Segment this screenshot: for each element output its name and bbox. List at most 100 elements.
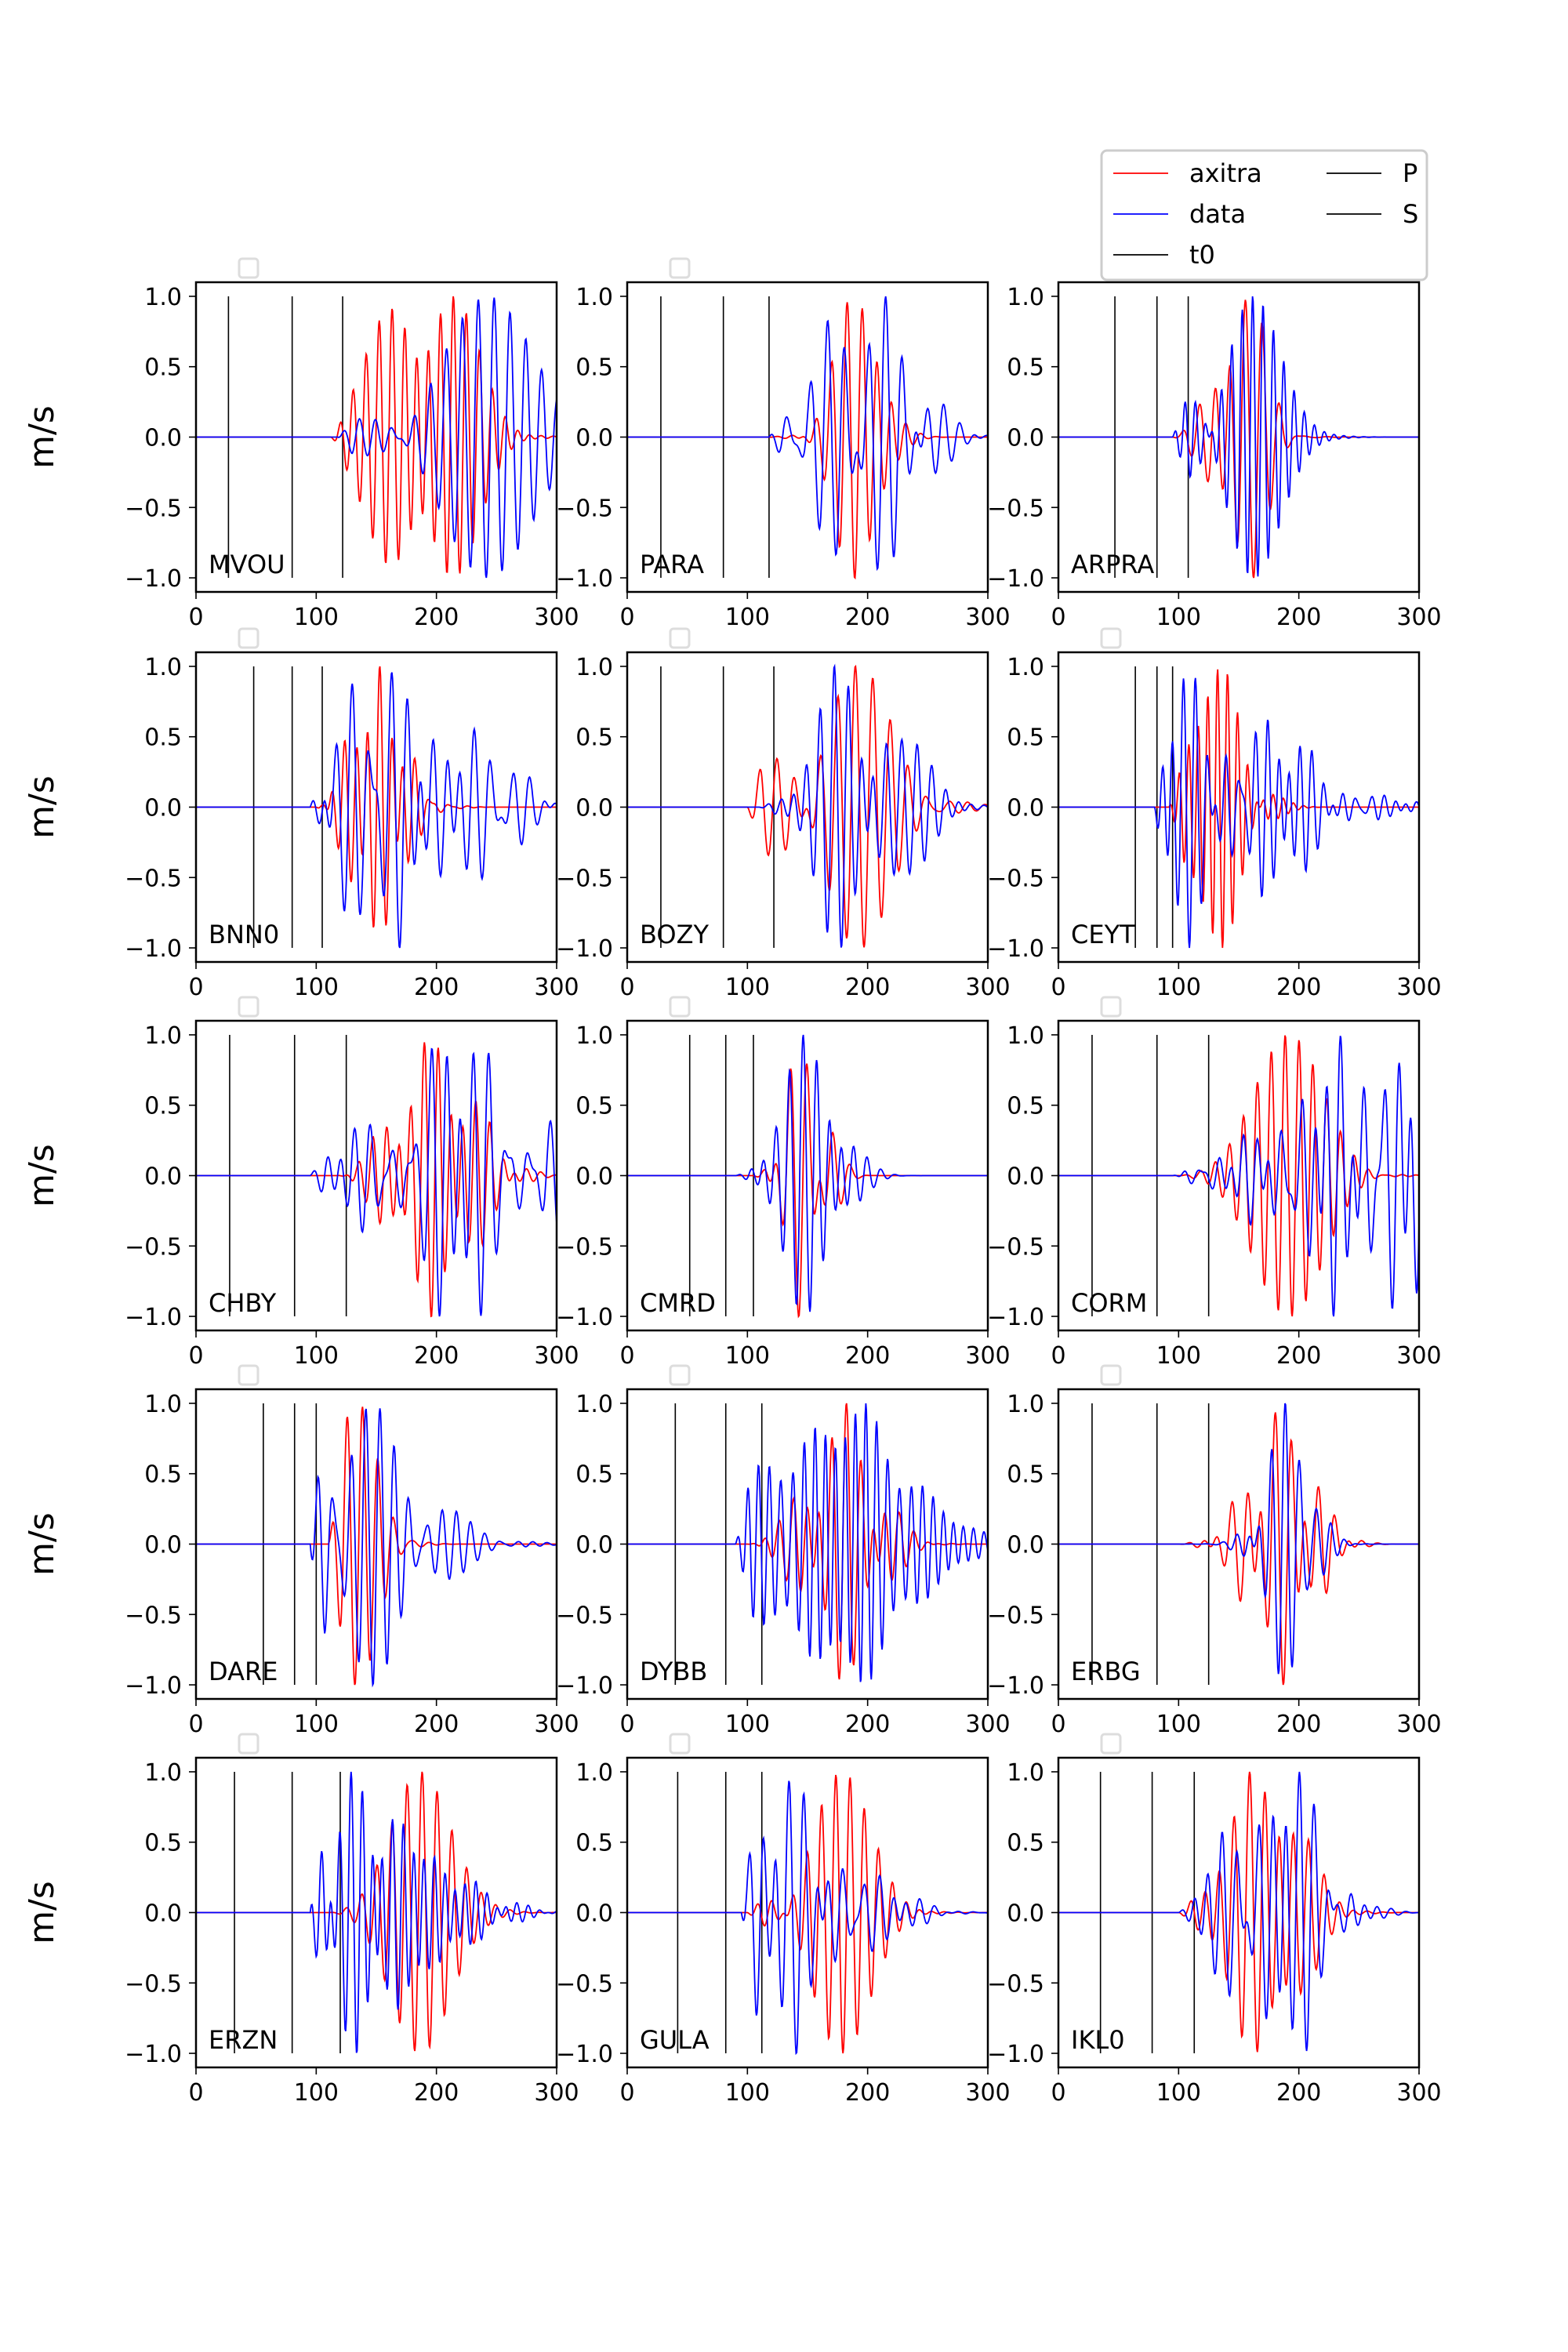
x-tick-label: 200 [1276,1711,1321,1738]
y-axis-label: m/s [22,1881,62,1944]
panel-para: 0 100 200 300 −1.0 −0.5 0.0 0.5 1.0 PARA [556,257,1011,631]
y-tick-label: −0.5 [556,495,613,522]
x-tick-label: 200 [845,2079,890,2107]
y-tick-label: −0.5 [556,1970,613,1998]
y-axis-label: m/s [22,405,62,469]
x-tick-label: 0 [619,604,634,631]
y-tick-label: 0.0 [144,425,182,452]
axitra-trace [1058,669,1419,949]
y-tick-label: 0.0 [144,1532,182,1559]
x-tick-label: 200 [1276,604,1321,631]
y-tick-label: 0.5 [575,1830,613,1857]
y-tick-label: −0.5 [125,865,182,892]
x-tick-label: 200 [845,1711,890,1738]
x-tick-label: 100 [1156,1711,1201,1738]
axitra-trace [1058,1412,1419,1686]
legend-label-t0: t0 [1189,240,1215,270]
y-axis-label: m/s [22,775,62,839]
x-tick-label: 300 [534,974,579,1001]
data-trace [1058,677,1419,949]
y-tick-label: −0.5 [987,1602,1044,1629]
panel-bozy: 0 100 200 300 −1.0 −0.5 0.0 0.5 1.0 BOZY [556,627,1011,1001]
y-tick-label: 0.5 [575,1093,613,1120]
station-label: BOZY [640,920,710,949]
empty-legend-box [669,1733,691,1755]
x-tick-label: 0 [619,2079,634,2107]
x-tick-label: 200 [414,604,459,631]
y-tick-label: −1.0 [125,1672,182,1700]
station-label: ERBG [1071,1657,1141,1686]
legend-label-p: P [1403,158,1417,188]
x-tick-label: 0 [619,1711,634,1738]
y-tick-label: −1.0 [556,1304,613,1331]
y-tick-label: −0.5 [556,1233,613,1261]
data-trace [196,1408,557,1688]
panel-corm: 0 100 200 300 −1.0 −0.5 0.0 0.5 1.0 CORM [987,996,1442,1370]
empty-legend-box [1100,996,1122,1018]
panel-bnn0: 0 100 200 300 −1.0 −0.5 0.0 0.5 1.0 BNN0 m/s [22,627,579,1001]
panel-ceyt: 0 100 200 300 −1.0 −0.5 0.0 0.5 1.0 CEYT [987,627,1442,1001]
y-tick-label: 1.0 [1007,1759,1044,1787]
empty-legend-box [669,1364,691,1386]
empty-legend-box [238,996,260,1018]
x-tick-label: 300 [965,1711,1010,1738]
y-tick-label: 0.0 [1007,425,1044,452]
data-trace [1058,1036,1419,1317]
x-tick-label: 100 [1156,974,1201,1001]
y-tick-label: 0.5 [144,1093,182,1120]
y-tick-label: −0.5 [987,1233,1044,1261]
panel-ikl0: 0 100 200 300 −1.0 −0.5 0.0 0.5 1.0 IKL0 [987,1733,1442,2107]
y-tick-label: −1.0 [125,935,182,963]
panel-dare: 0 100 200 300 −1.0 −0.5 0.0 0.5 1.0 DARE m/s [22,1364,579,1738]
x-tick-label: 300 [1396,1342,1441,1370]
station-label: BNN0 [209,920,279,949]
panel-erbg: 0 100 200 300 −1.0 −0.5 0.0 0.5 1.0 ERBG [987,1364,1442,1738]
y-tick-label: 0.0 [575,1532,613,1559]
y-tick-label: −0.5 [987,865,1044,892]
x-tick-label: 100 [725,1342,770,1370]
y-tick-label: −1.0 [987,935,1044,963]
x-tick-label: 100 [1156,2079,1201,2107]
x-tick-label: 200 [845,1342,890,1370]
empty-legend-box [1100,1364,1122,1386]
x-tick-label: 0 [188,2079,203,2107]
x-tick-label: 0 [1051,604,1065,631]
y-tick-label: 0.0 [144,795,182,822]
station-label: CEYT [1071,920,1135,949]
y-tick-label: 0.0 [1007,1532,1044,1559]
axitra-trace [196,296,557,574]
y-tick-label: −1.0 [125,1304,182,1331]
station-label: MVOU [209,550,285,579]
axitra-trace [627,302,988,580]
y-tick-label: −1.0 [987,1672,1044,1700]
data-trace [196,672,557,949]
y-tick-label: 1.0 [1007,284,1044,311]
x-tick-label: 300 [965,1342,1010,1370]
x-tick-label: 0 [619,974,634,1001]
x-tick-label: 300 [965,2079,1010,2107]
panel-arpra: 0 100 200 300 −1.0 −0.5 0.0 0.5 1.0 ARPRA [987,257,1442,631]
y-tick-label: −1.0 [556,935,613,963]
x-tick-label: 0 [188,604,203,631]
empty-legend-box [1100,1733,1122,1755]
legend-label-axitra: axitra [1189,158,1262,188]
y-tick-label: 0.5 [144,354,182,382]
x-tick-label: 300 [1396,974,1441,1001]
empty-legend-box [238,627,260,649]
x-tick-label: 0 [188,1711,203,1738]
legend-label-data: data [1189,199,1246,229]
x-tick-label: 100 [294,1342,339,1370]
y-tick-label: 1.0 [575,1022,613,1050]
y-axis-label: m/s [22,1144,62,1207]
y-tick-label: 0.5 [1007,1093,1044,1120]
panel-gula: 0 100 200 300 −1.0 −0.5 0.0 0.5 1.0 GULA [556,1733,1011,2107]
empty-legend-box [238,257,260,279]
x-tick-label: 200 [1276,2079,1321,2107]
data-trace [627,1034,988,1312]
x-tick-label: 300 [965,974,1010,1001]
station-label: PARA [640,550,704,579]
legend: axitra data t0 PS [1100,149,1428,281]
y-tick-label: −1.0 [125,565,182,593]
y-tick-label: 0.5 [144,1830,182,1857]
